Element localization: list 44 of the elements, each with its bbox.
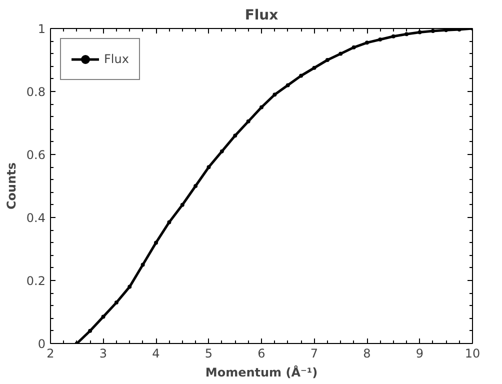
point xyxy=(391,34,396,38)
x-axis-title: Momentum (Å⁻¹) xyxy=(205,364,318,380)
chart-title: Flux xyxy=(244,8,278,24)
x-tick-label: 3 xyxy=(99,346,108,360)
point xyxy=(312,66,316,70)
point xyxy=(233,134,238,138)
x-tick-label: 2 xyxy=(46,346,54,360)
point xyxy=(404,32,409,36)
y-axis-title: Counts xyxy=(4,162,18,210)
y-tick-label: 0.2 xyxy=(26,274,46,288)
point xyxy=(272,92,277,97)
y-tick-label: 0.8 xyxy=(26,85,46,99)
point xyxy=(325,58,330,62)
point xyxy=(338,52,343,56)
point xyxy=(101,314,106,319)
point xyxy=(246,119,250,124)
y-tick-label: 0.6 xyxy=(26,148,46,162)
point xyxy=(220,149,224,154)
x-tick-label: 6 xyxy=(258,346,266,360)
point xyxy=(114,300,118,305)
point xyxy=(352,45,356,50)
x-tick-label: 9 xyxy=(416,346,424,360)
x-tick-label: 4 xyxy=(152,346,160,360)
point xyxy=(194,184,198,188)
y-tick-label: 0.4 xyxy=(26,211,46,225)
point xyxy=(128,284,132,289)
x-tick-label: 10 xyxy=(464,346,480,360)
point xyxy=(286,83,290,88)
legend-label: Flux xyxy=(104,52,129,66)
y-tick-label: 1 xyxy=(38,22,46,36)
x-tick-label: 5 xyxy=(204,346,213,360)
point xyxy=(365,40,369,45)
point xyxy=(299,74,304,78)
point xyxy=(140,262,145,267)
point xyxy=(154,240,158,245)
x-tick-label: 8 xyxy=(363,346,371,360)
point xyxy=(378,38,382,42)
x-tick-label: 7 xyxy=(310,346,318,360)
point xyxy=(88,328,92,333)
point xyxy=(260,105,264,110)
point xyxy=(180,202,184,207)
point xyxy=(167,220,172,224)
y-tick-label: 0 xyxy=(38,337,46,351)
point xyxy=(206,165,211,170)
